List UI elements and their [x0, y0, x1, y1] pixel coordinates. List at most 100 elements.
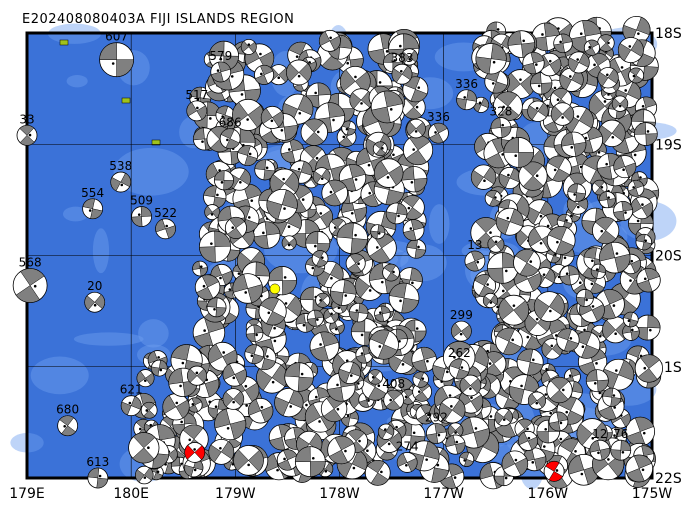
focal-mechanism[interactable] [306, 309, 324, 327]
focal-mechanism[interactable] [611, 95, 629, 112]
focal-mechanism[interactable] [622, 15, 651, 45]
focal-mechanism[interactable] [268, 64, 290, 86]
focal-mechanism[interactable] [305, 82, 332, 108]
focal-mechanism[interactable] [186, 365, 208, 386]
focal-mechanism[interactable] [254, 159, 276, 181]
focal-mechanism[interactable] [210, 61, 232, 83]
focal-mechanism[interactable] [498, 294, 530, 326]
focal-mechanism[interactable] [140, 401, 158, 419]
focal-mechanism[interactable] [622, 311, 639, 328]
focal-mechanism[interactable] [349, 88, 373, 112]
focal-mechanism[interactable] [222, 388, 245, 410]
focal-mechanism[interactable] [548, 411, 569, 432]
focal-mechanism[interactable] [406, 118, 426, 139]
focal-mechanism[interactable] [627, 179, 645, 197]
focal-mechanism[interactable] [382, 263, 400, 282]
focal-mechanism[interactable] [486, 252, 519, 284]
focal-mechanism[interactable] [280, 139, 305, 163]
focal-mechanism[interactable] [323, 308, 339, 324]
focal-mechanism[interactable] [198, 230, 231, 263]
focal-mechanism[interactable] [425, 423, 447, 444]
focal-mechanism[interactable] [245, 324, 264, 343]
focal-mechanism[interactable] [598, 241, 631, 274]
focal-mechanism[interactable] [224, 216, 247, 239]
focal-mechanism[interactable] [559, 67, 584, 92]
focal-mechanism[interactable] [622, 323, 640, 341]
focal-mechanism[interactable] [531, 22, 561, 52]
focal-mechanism[interactable] [448, 358, 470, 380]
focal-mechanism[interactable] [533, 291, 565, 323]
focal-mechanism[interactable] [300, 118, 328, 146]
focal-mechanism[interactable] [82, 198, 104, 220]
focal-mechanism[interactable] [522, 447, 547, 472]
focal-mechanism[interactable] [219, 128, 241, 150]
focal-mechanism[interactable] [630, 196, 654, 220]
focal-mechanism[interactable] [597, 34, 615, 52]
focal-mechanism[interactable] [490, 117, 512, 138]
focal-mechanism[interactable] [206, 297, 227, 318]
focal-mechanism[interactable] [131, 206, 152, 227]
focal-mechanism[interactable] [204, 204, 221, 221]
focal-mechanism[interactable] [613, 201, 634, 221]
focal-mechanism[interactable] [472, 274, 497, 298]
focal-mechanism[interactable] [244, 344, 265, 365]
focal-mechanism[interactable] [232, 273, 263, 304]
focal-mechanism[interactable] [590, 263, 607, 280]
focal-mechanism[interactable] [610, 439, 632, 461]
focal-mechanism[interactable] [613, 155, 637, 179]
focal-mechanism[interactable] [136, 369, 155, 388]
focal-mechanism[interactable] [232, 98, 265, 131]
focal-mechanism[interactable] [494, 407, 513, 427]
focal-mechanism[interactable] [498, 166, 521, 190]
focal-mechanism[interactable] [518, 430, 539, 451]
focal-mechanism[interactable] [338, 164, 367, 192]
focal-mechanism[interactable] [530, 72, 553, 95]
focal-mechanism[interactable] [355, 345, 374, 364]
focal-mechanism[interactable] [215, 105, 235, 125]
focal-mechanism[interactable] [240, 38, 257, 55]
focal-mechanism[interactable] [311, 250, 329, 267]
focal-mechanism[interactable] [411, 346, 437, 373]
focal-mechanism[interactable] [183, 457, 204, 478]
focal-mechanism[interactable] [370, 224, 386, 240]
focal-mechanism[interactable] [633, 122, 658, 146]
focal-mechanism[interactable] [401, 166, 428, 193]
focal-mechanism[interactable] [561, 131, 587, 157]
focal-mechanism[interactable] [634, 354, 663, 383]
focal-mechanism[interactable] [383, 389, 405, 411]
focal-mechanism[interactable] [527, 391, 547, 410]
focal-mechanism[interactable] [412, 371, 429, 388]
focal-mechanism[interactable] [635, 233, 653, 251]
focal-mechanism[interactable] [507, 30, 536, 58]
focal-mechanism[interactable] [372, 141, 388, 157]
focal-mechanism[interactable] [120, 395, 142, 417]
focal-mechanism[interactable] [192, 316, 226, 349]
focal-mechanism[interactable] [336, 222, 369, 255]
focal-mechanism[interactable] [493, 91, 523, 122]
focal-mechanism[interactable] [545, 155, 572, 182]
focal-mechanism[interactable] [329, 319, 345, 335]
focal-mechanism[interactable] [150, 359, 168, 377]
focal-mechanism[interactable] [501, 450, 529, 478]
focal-mechanism[interactable] [458, 451, 475, 467]
focal-mechanism[interactable] [527, 100, 549, 122]
focal-mechanism[interactable] [625, 454, 654, 483]
focal-mechanism[interactable] [266, 188, 298, 221]
focal-mechanism[interactable] [553, 33, 573, 54]
highlight-mechanism[interactable] [184, 442, 206, 463]
focal-mechanism[interactable] [192, 260, 208, 277]
focal-mechanism[interactable] [214, 408, 247, 441]
focal-mechanism[interactable] [327, 435, 356, 465]
focal-mechanism[interactable] [503, 137, 535, 168]
focal-mechanism[interactable] [286, 59, 312, 86]
focal-mechanism[interactable] [128, 432, 160, 464]
focal-mechanism[interactable] [400, 48, 418, 66]
focal-mechanism[interactable] [585, 369, 609, 393]
focal-mechanism[interactable] [567, 183, 586, 203]
focal-mechanism[interactable] [473, 96, 490, 113]
focal-mechanism[interactable] [194, 274, 221, 300]
focal-mechanism[interactable] [237, 145, 259, 167]
focal-mechanism[interactable] [556, 328, 580, 352]
focal-mechanism[interactable] [438, 396, 466, 424]
focal-mechanism[interactable] [321, 179, 349, 207]
